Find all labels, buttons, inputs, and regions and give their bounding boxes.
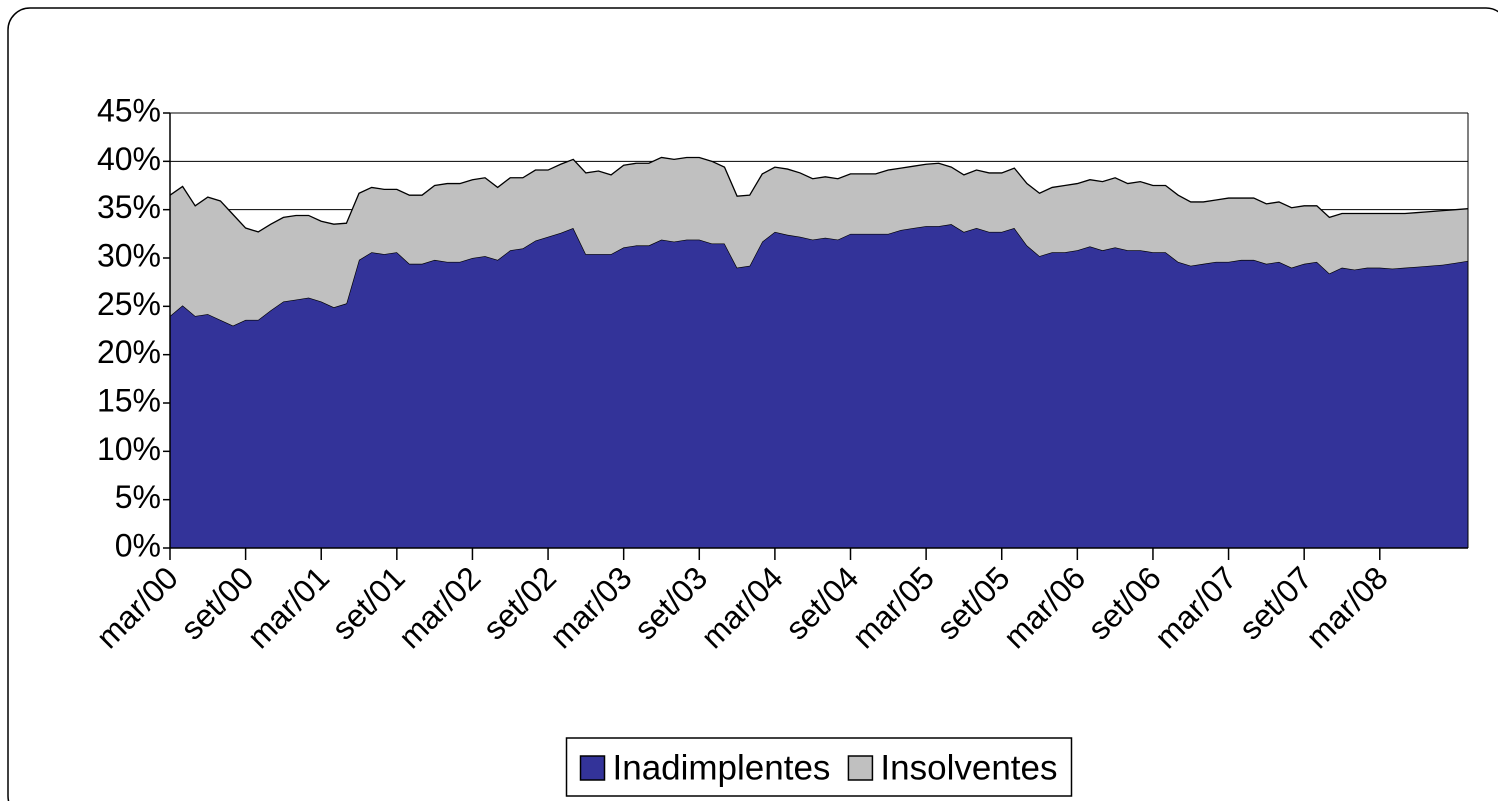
y-tick-label: 35% xyxy=(97,189,161,225)
area-edge xyxy=(169,156,1469,233)
legend-swatch xyxy=(847,755,874,781)
y-tick-label: 25% xyxy=(97,286,161,322)
y-tick-label: 45% xyxy=(97,92,161,128)
y-tick-label: 15% xyxy=(97,382,161,418)
area xyxy=(170,224,1468,549)
y-tick-label: 0% xyxy=(115,527,161,563)
legend-label: Insolventes xyxy=(880,748,1057,787)
area xyxy=(170,157,1468,326)
y-tick-label: 10% xyxy=(97,431,161,467)
legend-label: Inadimplentes xyxy=(613,748,831,787)
y-tick-label: 40% xyxy=(97,141,161,177)
y-tick-label: 5% xyxy=(115,479,161,515)
legend-swatch xyxy=(579,755,606,781)
y-tick-label: 30% xyxy=(97,237,161,273)
y-tick-label: 20% xyxy=(97,334,161,370)
legend: Inadimplentes Insolventes xyxy=(565,737,1073,797)
legend-box xyxy=(565,737,1073,797)
